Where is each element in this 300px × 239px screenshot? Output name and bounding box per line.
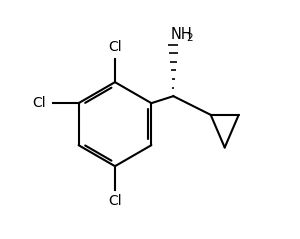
Text: Cl: Cl — [108, 194, 122, 208]
Text: Cl: Cl — [32, 96, 46, 110]
Text: Cl: Cl — [108, 40, 122, 54]
Text: 2: 2 — [186, 33, 193, 43]
Text: NH: NH — [171, 27, 193, 43]
